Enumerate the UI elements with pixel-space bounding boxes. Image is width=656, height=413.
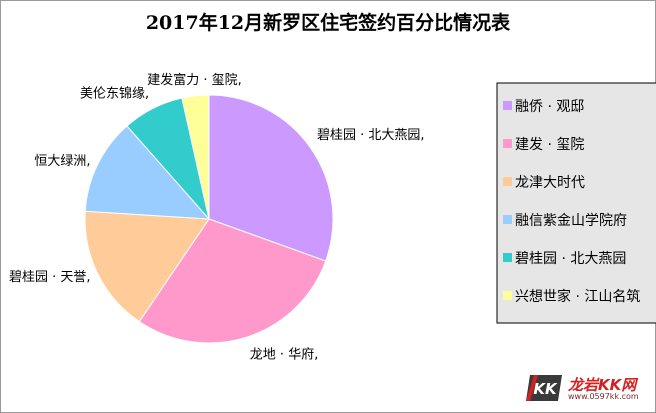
legend-label-4: 融信紫金山学院府 (515, 213, 627, 229)
kk-logo: KK (526, 375, 562, 401)
slice-labels: 碧桂园 · 北大燕园, 龙地 · 华府, 碧桂园 · 天誉, 恒大绿洲, 美伦东锦缘,建… (9, 72, 425, 363)
pie-slice-2 (138, 218, 327, 344)
slice-label-3: 碧桂园 · 天誉, (9, 270, 91, 285)
legend-swatch-1 (503, 101, 512, 110)
site-watermark: KK 龙岩KK网 www.0597kk.com (524, 373, 650, 405)
chart-title: 2017年12月新罗区住宅签约百分比情况表 (146, 11, 511, 34)
pie-slices (84, 94, 334, 344)
legend-label-2: 建发 · 玺院 (515, 137, 584, 153)
svg-text:KK: KK (533, 380, 558, 398)
watermark-brand: 龙岩KK网 (568, 376, 637, 394)
watermark-url: www.0597kk.com (568, 392, 639, 401)
slice-label-4: 恒大绿洲, (34, 154, 90, 169)
pie-slice-1 (208, 94, 334, 262)
legend-swatch-3 (503, 177, 512, 186)
legend-label-1: 融侨 · 观邸 (515, 99, 584, 115)
slice-label-2: 龙地 · 华府, (250, 348, 319, 363)
legend-background (496, 82, 656, 324)
slice-label-6: 建发富力 · 玺院, (147, 72, 242, 88)
legend-label-6: 兴想世家 · 江山名筑 (515, 288, 640, 305)
pie-slice-3 (84, 210, 210, 323)
pie-slice-4 (84, 125, 211, 220)
legend-swatch-2 (503, 139, 512, 148)
legend-label-3: 龙津大时代 (515, 175, 585, 191)
slice-label-5: 美伦东锦缘, (80, 86, 149, 101)
legend-label-5: 碧桂园 · 北大燕园 (515, 251, 626, 267)
slice-label-1: 碧桂园 · 北大燕园, (317, 128, 425, 143)
legend-swatch-4 (503, 215, 512, 224)
legend-swatch-6 (503, 291, 512, 300)
pie-slice-6 (181, 94, 210, 220)
legend-swatch-5 (503, 253, 512, 262)
